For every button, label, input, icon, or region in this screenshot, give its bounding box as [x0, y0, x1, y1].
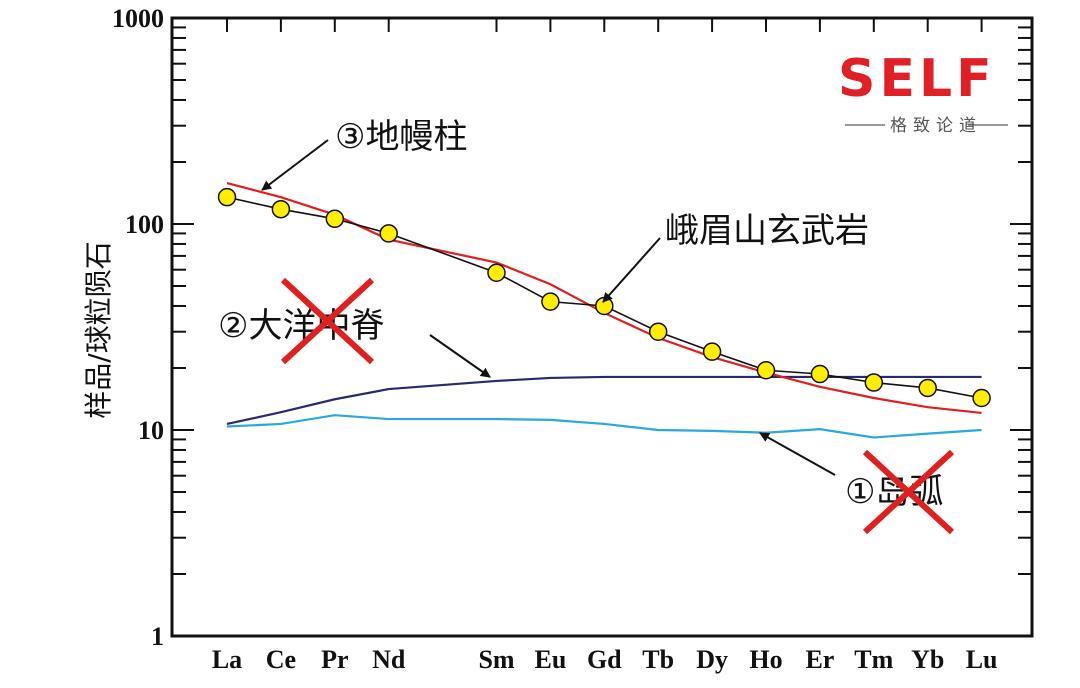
series-line-3 — [226, 414, 982, 439]
y-tick-label: 10 — [138, 416, 164, 445]
data-point-Tb — [648, 322, 668, 341]
y-tick-label: 1000 — [112, 4, 164, 33]
x-tick-label-Eu: Eu — [534, 645, 566, 674]
x-tick-label-Pr: Pr — [321, 645, 348, 674]
data-point-Nd — [379, 224, 398, 243]
logo-slogan: 格致论道 — [890, 116, 982, 136]
x-tick-label-Tb: Tb — [642, 645, 674, 674]
cross-out-mark — [280, 277, 375, 365]
series-group — [217, 182, 991, 439]
series-line-2 — [226, 375, 982, 426]
annotations: ③地幔柱 峨眉山玄武岩 ②大洋中脊 ①岛弧 样品/球粒陨石 — [82, 117, 955, 535]
data-point-Ce — [271, 199, 291, 219]
x-tick-label-Ho: Ho — [749, 645, 782, 674]
data-point-Lu — [972, 388, 991, 408]
x-tick-label-La: La — [212, 645, 242, 674]
data-point-Sm — [487, 263, 506, 282]
y-axis-label: 样品/球粒陨石 — [82, 241, 115, 418]
annotation-arrow — [261, 139, 329, 191]
axes: 1 10 100 1000 La Ce Pr Nd Sm Eu Gd Tb Dy Ho Er Tm Yb Lu — [112, 4, 1034, 674]
x-tick-label-Ce: Ce — [266, 645, 296, 674]
annotation-arrow — [759, 432, 836, 476]
logo: SELF 格致论道 — [838, 49, 1008, 136]
data-point-Ho — [756, 361, 776, 380]
data-point-Er — [810, 364, 830, 384]
data-point-Pr — [325, 209, 345, 229]
x-tick-label-Yb: Yb — [911, 645, 944, 674]
data-point-Yb — [918, 378, 937, 398]
x-tick-label-Lu: Lu — [966, 645, 998, 674]
x-tick-label-Sm: Sm — [478, 645, 514, 674]
x-tick-label-Nd: Nd — [372, 645, 406, 674]
annotation-emeishan: 峨眉山玄武岩 — [665, 211, 869, 251]
y-tick-label: 1 — [151, 622, 164, 651]
annotation-arrow — [602, 237, 661, 303]
x-tick-label-Dy: Dy — [696, 645, 728, 674]
data-point-Dy — [702, 342, 722, 361]
x-tick-label-Tm: Tm — [854, 645, 893, 674]
data-point-La — [217, 187, 237, 207]
annotation-arrow — [429, 334, 491, 378]
annotation-morb: ②大洋中脊 — [218, 306, 384, 346]
plot-frame — [170, 16, 1034, 638]
cross-out-mark — [862, 449, 955, 535]
logo-text: SELF — [838, 49, 996, 109]
y-tick-label: 100 — [125, 210, 164, 239]
x-tick-label-Er: Er — [805, 645, 834, 674]
annotation-plume: ③地幔柱 — [335, 117, 467, 157]
data-point-Eu — [541, 292, 560, 311]
data-point-Tm — [864, 373, 884, 392]
x-tick-label-Gd: Gd — [587, 645, 622, 674]
